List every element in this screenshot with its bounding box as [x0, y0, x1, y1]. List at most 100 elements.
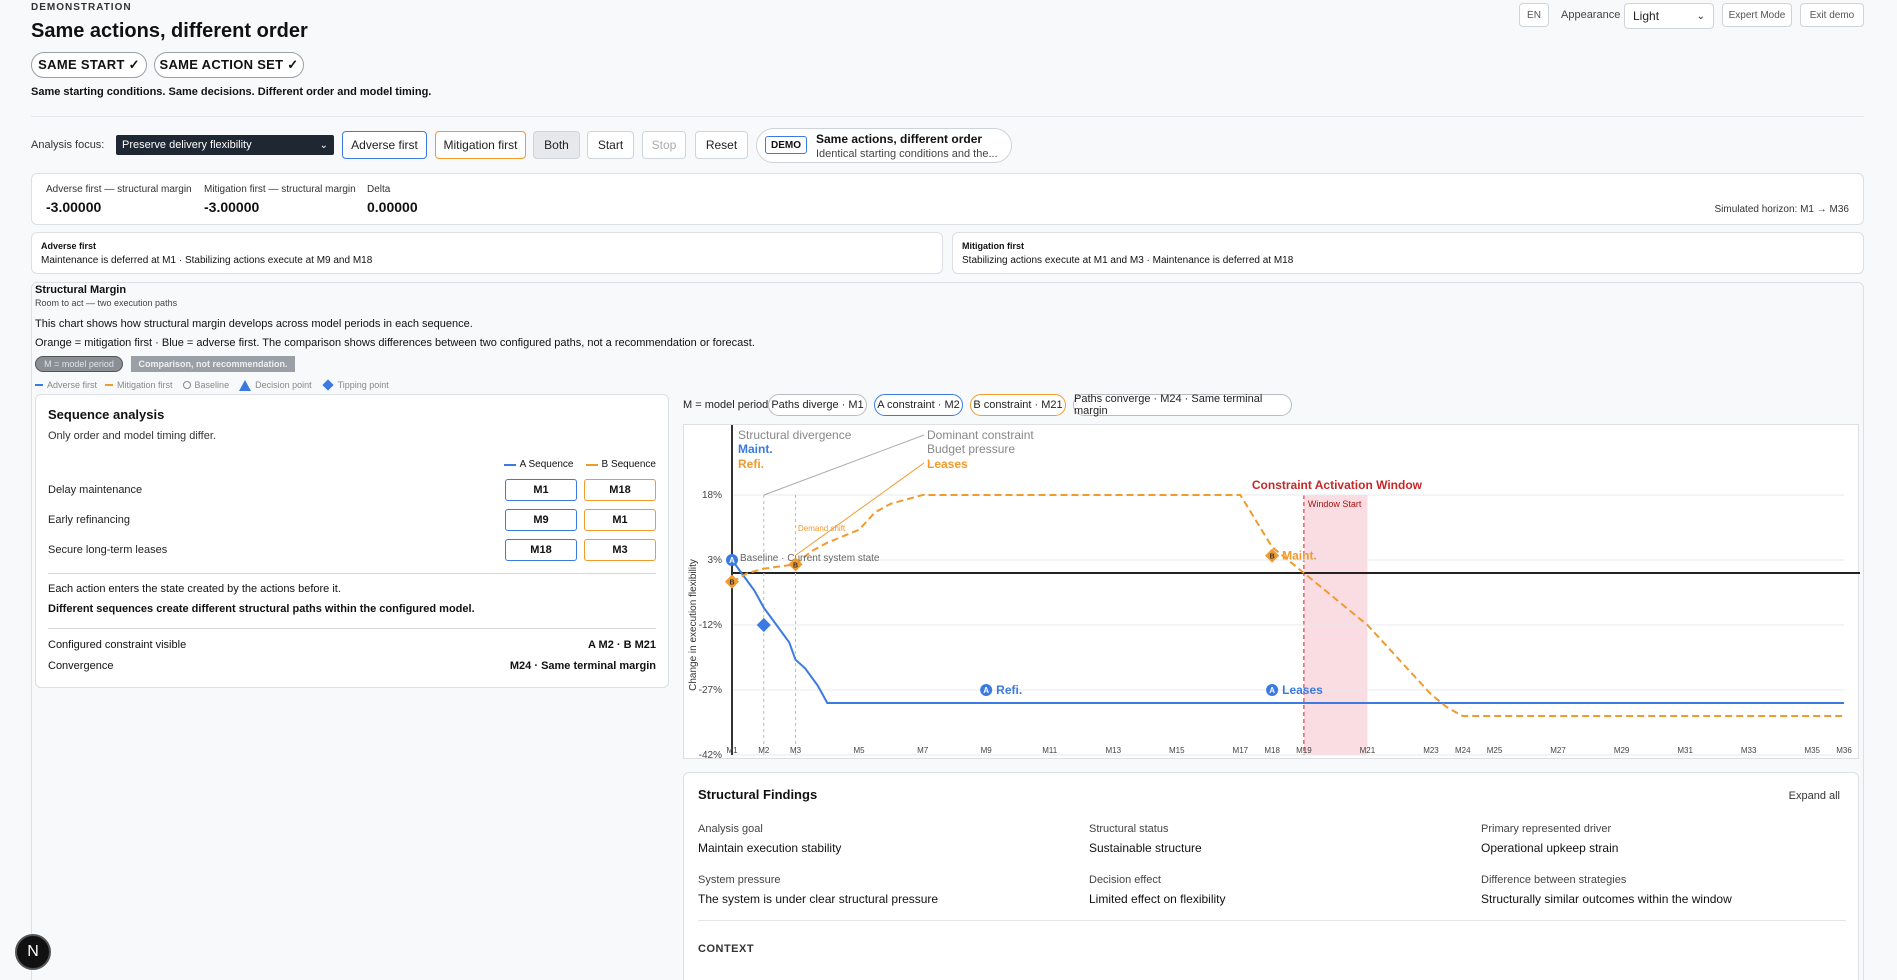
- analysis-focus-select[interactable]: Preserve delivery flexibility ⌄: [116, 135, 334, 155]
- findings-title: Structural Findings: [698, 787, 818, 802]
- findings-divider: [698, 920, 1846, 921]
- finding-label-primary-driver: Primary represented driver: [1481, 823, 1612, 835]
- tipping-legend-label: Tipping point: [337, 380, 389, 390]
- chip-paths-diverge[interactable]: Paths diverge · M1: [768, 394, 867, 416]
- decision-triangle-icon: [239, 379, 252, 391]
- finding-value-difference: Structurally similar outcomes within the…: [1481, 892, 1732, 906]
- sequence-note-2: Different sequences create different str…: [48, 603, 475, 615]
- chip-paths-converge[interactable]: Paths converge · M24 · Same terminal mar…: [1073, 393, 1292, 417]
- leases-b-annotation: Leases: [927, 457, 968, 471]
- adverse-legend-label: Adverse first: [47, 380, 98, 390]
- language-button[interactable]: EN: [1519, 3, 1549, 27]
- x-tick-label: M7: [917, 746, 929, 755]
- expert-mode-button[interactable]: Expert Mode: [1722, 3, 1792, 27]
- mitigation-first-button[interactable]: Mitigation first: [435, 131, 526, 159]
- adverse-first-button[interactable]: Adverse first: [342, 131, 427, 159]
- row-early-refinancing-a: M9: [505, 509, 577, 531]
- chip-b-constraint[interactable]: B constraint · M21: [970, 394, 1066, 416]
- x-tick-label: M23: [1423, 746, 1439, 755]
- structural-title: Structural Margin: [35, 284, 127, 296]
- reset-button[interactable]: Reset: [695, 131, 748, 159]
- b-legend-label: B Sequence: [601, 459, 657, 470]
- expand-all-button[interactable]: Expand all: [1788, 790, 1840, 802]
- a-marker-m18: [1266, 684, 1279, 696]
- finding-label-system-pressure: System pressure: [698, 874, 781, 886]
- x-tick-label: M11: [1042, 746, 1058, 755]
- x-tick-label: M3: [790, 746, 802, 755]
- adverse-summary-text: Maintenance is deferred at M1 · Stabiliz…: [41, 255, 373, 266]
- refi-a-annotation: Refi.: [996, 683, 1022, 697]
- both-button[interactable]: Both: [533, 131, 580, 159]
- finding-label-structural-status: Structural status: [1089, 823, 1169, 835]
- refi-b-annotation: Refi.: [738, 457, 764, 471]
- start-button[interactable]: Start: [587, 131, 634, 159]
- b-marker-m1: [724, 574, 740, 589]
- a-marker-m9: [980, 684, 993, 696]
- next-logo-button[interactable]: N: [15, 934, 51, 970]
- sequence-title: Sequence analysis: [48, 407, 165, 422]
- constraint-value: A M2 · B M21: [587, 639, 656, 651]
- sequence-divider-1: [48, 573, 656, 574]
- x-tick-label: M9: [981, 746, 993, 755]
- mitigation-summary-title: Mitigation first: [962, 241, 1024, 251]
- demo-badge: DEMO: [765, 136, 807, 154]
- finding-label-difference: Difference between strategies: [1481, 874, 1627, 886]
- exit-demo-button[interactable]: Exit demo: [1800, 3, 1864, 27]
- maint-a-annotation: Maint.: [738, 442, 773, 456]
- demo-title: Same actions, different order: [816, 132, 983, 146]
- x-tick-label: M13: [1105, 746, 1121, 755]
- dominant-constraint-annotation: Dominant constraint: [927, 428, 1034, 442]
- decision-legend-label: Decision point: [255, 380, 312, 390]
- y-tick-label: 18%: [702, 490, 722, 501]
- structural-subtitle: Room to act — two execution paths: [35, 298, 178, 308]
- x-tick-label: M1: [726, 746, 738, 755]
- constraint-window-title: Constraint Activation Window: [1252, 478, 1423, 492]
- finding-value-structural-status: Sustainable structure: [1089, 841, 1202, 855]
- row-secure-leases-b: M3: [584, 539, 656, 561]
- appearance-select[interactable]: Light ⌄: [1624, 3, 1714, 29]
- sequence-analysis-card: Sequence analysis Only order and model t…: [35, 394, 669, 688]
- y-tick-label: -12%: [699, 620, 722, 631]
- chevron-down-icon: ⌄: [1696, 10, 1705, 22]
- divergence-leader-line: [763, 434, 925, 496]
- model-period-note: M = model period: [683, 399, 769, 411]
- y-axis-label: Change in execution flexibility: [688, 559, 699, 691]
- page-title: Same actions, different order: [31, 20, 308, 42]
- constraint-label: Configured constraint visible: [48, 639, 187, 651]
- adverse-first-series-line: [731, 559, 1844, 704]
- demand-shift-annotation: Demand shift: [798, 524, 846, 533]
- tipping-diamond-icon: [321, 379, 334, 391]
- row-early-refinancing-b: M1: [584, 509, 656, 531]
- a-marker-m9-label: A: [983, 686, 989, 695]
- a-legend-label: A Sequence: [519, 459, 574, 470]
- mitigation-first-series-line: [731, 494, 1844, 717]
- row-label-early-refinancing: Early refinancing: [48, 514, 130, 526]
- maint-b-annotation: Maint.: [1282, 549, 1317, 563]
- context-heading: CONTEXT: [698, 943, 755, 955]
- chip-a-constraint[interactable]: A constraint · M2: [874, 394, 963, 416]
- same-action-set-pill: SAME ACTION SET ✓: [154, 52, 304, 78]
- delta-value: 0.00000: [367, 199, 418, 215]
- leases-leader-line: [795, 462, 925, 556]
- x-tick-label: M19: [1296, 746, 1312, 755]
- sequence-legend: A Sequence B Sequence: [503, 459, 657, 470]
- structural-margin-chart: Window Start Constraint Activation Window…: [688, 425, 1860, 760]
- x-tick-label: M24: [1455, 746, 1471, 755]
- stop-button[interactable]: Stop: [642, 131, 686, 159]
- convergence-value: M24 · Same terminal margin: [509, 660, 656, 672]
- adverse-margin-value: -3.00000: [46, 199, 102, 215]
- structural-desc-2: Orange = mitigation first · Blue = adver…: [35, 337, 755, 349]
- demo-card[interactable]: DEMO Same actions, different order Ident…: [756, 128, 1012, 163]
- x-tick-label: M21: [1360, 746, 1376, 755]
- a-legend-swatch: [503, 463, 516, 466]
- sequence-subtitle: Only order and model timing differ.: [48, 430, 216, 442]
- x-tick-label: M5: [854, 746, 866, 755]
- finding-label-decision-effect: Decision effect: [1089, 874, 1161, 886]
- convergence-label: Convergence: [48, 660, 114, 672]
- header-divider: [31, 116, 1864, 117]
- structural-divergence-annotation: Structural divergence: [738, 428, 852, 442]
- y-tick-label: 3%: [708, 555, 723, 566]
- mitigation-legend-swatch: [105, 384, 114, 386]
- x-tick-label: M2: [758, 746, 770, 755]
- x-tick-label: M33: [1741, 746, 1757, 755]
